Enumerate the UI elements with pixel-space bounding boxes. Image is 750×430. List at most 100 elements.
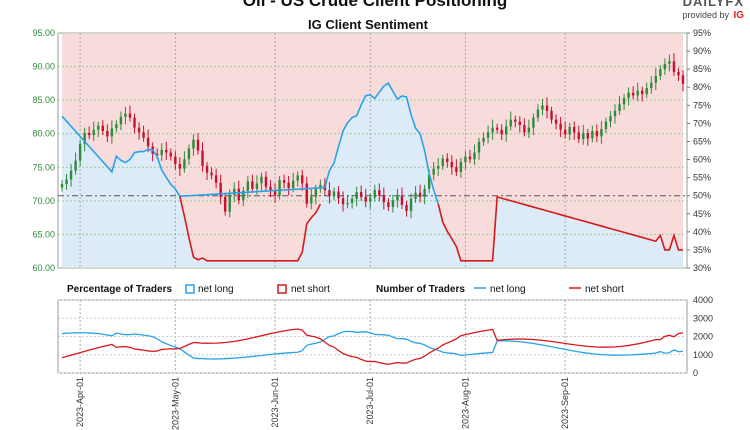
candle-body xyxy=(414,192,417,199)
candle-body xyxy=(604,121,608,130)
candle-body xyxy=(491,127,494,133)
candle-body xyxy=(314,188,318,197)
candle-body xyxy=(509,119,512,127)
candle-body xyxy=(74,160,77,171)
chart-main-title: Oil - US Crude Client Positioning xyxy=(242,0,508,10)
percent-tick-label: 35% xyxy=(693,245,711,255)
price-candles xyxy=(60,53,685,219)
percent-tick-label: 55% xyxy=(693,173,711,183)
candle-body xyxy=(641,90,644,95)
legend-pct-long-label: net long xyxy=(198,284,234,295)
percent-tick-label: 80% xyxy=(693,82,711,92)
percent-lines xyxy=(61,82,683,262)
candle-body xyxy=(196,139,200,151)
candle-body xyxy=(405,204,408,211)
count-lines xyxy=(61,328,684,365)
candle-body xyxy=(586,133,590,139)
candle-body xyxy=(137,127,141,133)
bottom-panel: 4000 3000 2000 1000 0 2023-Apr-01 2023-May-01… xyxy=(57,295,713,430)
candle-body xyxy=(110,128,114,137)
price-tick-label: 75.00 xyxy=(32,162,55,172)
legend-num-long-label: net long xyxy=(490,284,526,295)
candle-body xyxy=(536,109,540,118)
candle-body xyxy=(636,90,639,96)
candle-body xyxy=(346,202,349,205)
candle-body xyxy=(69,170,73,180)
candle-body xyxy=(559,123,562,130)
brand-mark: DAILYFX xyxy=(682,0,744,9)
percent-tick-label: 60% xyxy=(693,155,711,165)
brand-logo: DAILYFX provided by IG xyxy=(682,0,744,22)
candle-body xyxy=(264,176,268,187)
count-tick-label: 1000 xyxy=(693,350,713,360)
percent-tick-label: 85% xyxy=(693,64,711,74)
price-tick-label: 70.00 xyxy=(32,196,55,206)
count-tick-label: 0 xyxy=(693,368,698,378)
candle-body xyxy=(391,200,395,207)
candle-body xyxy=(495,127,499,130)
candle-body xyxy=(124,113,127,117)
candle-body xyxy=(328,190,331,197)
percent-tick-label: 30% xyxy=(693,263,711,273)
candle-body xyxy=(128,113,132,118)
candle-body xyxy=(663,63,667,70)
candle-body xyxy=(418,192,422,197)
candle-body xyxy=(278,180,281,196)
count-axis: 4000 3000 2000 1000 0 xyxy=(693,295,713,378)
date-tick-label: 2023-Sep-01 xyxy=(560,377,570,429)
candle-body xyxy=(228,194,231,212)
top-panel: 95.00 90.00 85.00 80.00 75.00 70.00 65.00 60.00… xyxy=(32,28,711,273)
candle-body xyxy=(269,186,272,192)
candle-body xyxy=(291,180,295,189)
price-axis: 95.00 90.00 85.00 80.00 75.00 70.00 65.00 60.00 xyxy=(32,28,55,273)
candle-body xyxy=(523,124,526,133)
candle-body xyxy=(251,181,254,189)
candle-body xyxy=(627,92,630,99)
candle-body xyxy=(160,149,163,156)
candle-body xyxy=(573,127,576,133)
candle-body xyxy=(437,165,440,169)
candle-body xyxy=(332,191,336,197)
candle-body xyxy=(563,129,567,135)
candle-body xyxy=(301,175,304,184)
percent-tick-label: 95% xyxy=(693,28,711,38)
candle-body xyxy=(319,184,322,189)
candle-body xyxy=(568,127,571,135)
long-fill-area xyxy=(62,83,683,268)
candle-body xyxy=(650,82,653,89)
date-tick-label: 2023-Jul-01 xyxy=(365,377,375,425)
candle-body xyxy=(296,175,299,181)
percent-tick-label: 90% xyxy=(693,46,711,56)
candle-body xyxy=(364,196,367,202)
candle-body xyxy=(659,69,662,76)
candle-body xyxy=(83,133,86,144)
candle-body xyxy=(613,110,617,117)
candle-body xyxy=(146,137,150,147)
candle-body xyxy=(409,198,413,211)
candle-body xyxy=(210,172,213,176)
candle-body xyxy=(183,159,186,169)
legend-pct-short-swatch xyxy=(277,284,287,294)
candle-body xyxy=(473,152,476,160)
net-short-count-line xyxy=(61,328,684,365)
percent-tick-label: 65% xyxy=(693,136,711,146)
percent-axis: 95% 90% 85% 80% 75% 70% 65% 60% 55% 50% 45% 40% 35% 3… xyxy=(687,28,711,273)
candle-body xyxy=(350,198,354,203)
candle-body xyxy=(341,198,345,205)
candle-body xyxy=(681,75,685,85)
date-tick-label: 2023-Jun-01 xyxy=(270,377,280,428)
candle-body xyxy=(618,104,621,111)
price-tick-label: 90.00 xyxy=(32,62,55,72)
candle-body xyxy=(541,105,544,110)
candle-body xyxy=(237,188,240,201)
candle-body xyxy=(355,192,358,199)
candle-body xyxy=(672,61,676,72)
candle-body xyxy=(482,137,485,142)
candle-body xyxy=(260,176,263,184)
candle-body xyxy=(255,183,259,189)
percent-tick-label: 50% xyxy=(693,191,711,201)
legend-num-short-label: net short xyxy=(585,284,624,295)
candle-body xyxy=(464,156,467,162)
candle-body xyxy=(600,129,603,137)
candle-body xyxy=(382,195,386,203)
